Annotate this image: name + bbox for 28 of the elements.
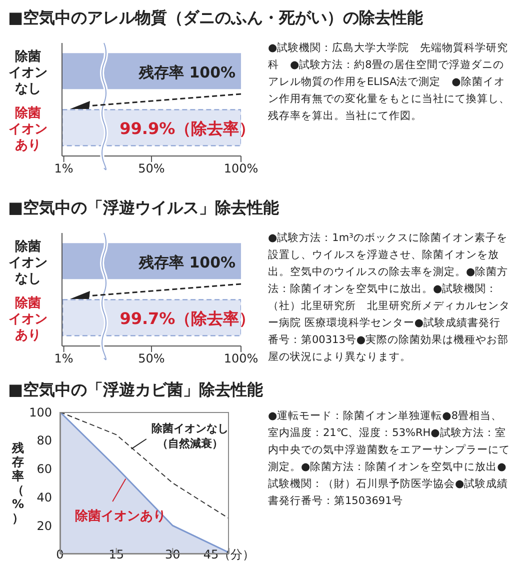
- y-tick-label: 80: [36, 434, 52, 448]
- series-label: 除菌イオンあり: [75, 508, 166, 524]
- x-tick-label: 100%: [224, 352, 258, 366]
- text: ●試験機関：広島大学大学院 先端物質科学研究科 ●試験方法：約8畳の居住空間で浮遊ダニのアレル物質の作用をELISA法で測定 ●除菌イオン作用有無での変化量をもとに当社にて換算し、残存率を算出。当社にて作図。: [268, 41, 511, 124]
- text: ●運転モード：除菌イオン単独運転●8畳相当、室内温度：21℃、湿度：53%RH●試験方法：室内中央での気中浮遊菌数をエアーサンプラーにて測定。●除菌方法：除菌イオンを空気中に放出●試験機関：（財）石川県予防医学協会●試験成績書発行番号：第1503691号: [268, 409, 511, 509]
- x-tick-label: 1%: [54, 162, 74, 176]
- chart-title: ■空気中のアレル物質（ダニのふん・死がい）の除去性能: [8, 8, 424, 29]
- data-label: 99.9%（除去率）: [120, 118, 256, 138]
- chart-title: ■空気中の「浮遊カビ菌」除去性能: [8, 380, 264, 401]
- y-tick-label: 除菌イオンあり: [8, 106, 48, 153]
- y-tick-label: 除菌イオンなし: [8, 49, 48, 96]
- chart-title: ■空気中の「浮遊ウイルス」除去性能: [8, 198, 280, 219]
- data-label: 残存率 100%: [138, 253, 236, 272]
- y-tick-label: 100: [29, 405, 52, 420]
- y-axis-title: 残存率（%）: [11, 441, 24, 525]
- x-tick-label: 50%: [138, 162, 165, 176]
- x-tick-label: 50%: [138, 352, 165, 366]
- x-tick-label: 1%: [54, 352, 74, 366]
- y-tick-label: 40: [36, 490, 52, 504]
- y-tick-label: 60: [36, 462, 52, 476]
- y-tick-label: 除菌イオンなし: [8, 239, 48, 286]
- series-label: 除菌イオンなし（自然減衰）: [152, 422, 229, 450]
- data-label: 99.7%（除去率）: [120, 308, 256, 328]
- text: ●試験方法：1m³のボックスに除菌イオン素子を設置し、ウイルスを浮遊させ、除菌イオンを放出。空気中のウイルスの除去率を測定。●除菌方法：除菌イオンを空気中に放出。●試験機関：（社）北里研究所 北里研究所メディカルセンター病院 医療環境科学センター●試験成績書発行番号：第00313号●実際の除菌効果は機種やお部屋の状況により異なります。: [268, 231, 511, 365]
- data-label: 残存率 100%: [138, 63, 236, 82]
- y-tick-label: 除菌イオンあり: [8, 296, 48, 343]
- y-tick-label: 20: [36, 518, 52, 533]
- x-tick-label: 100%: [224, 162, 258, 176]
